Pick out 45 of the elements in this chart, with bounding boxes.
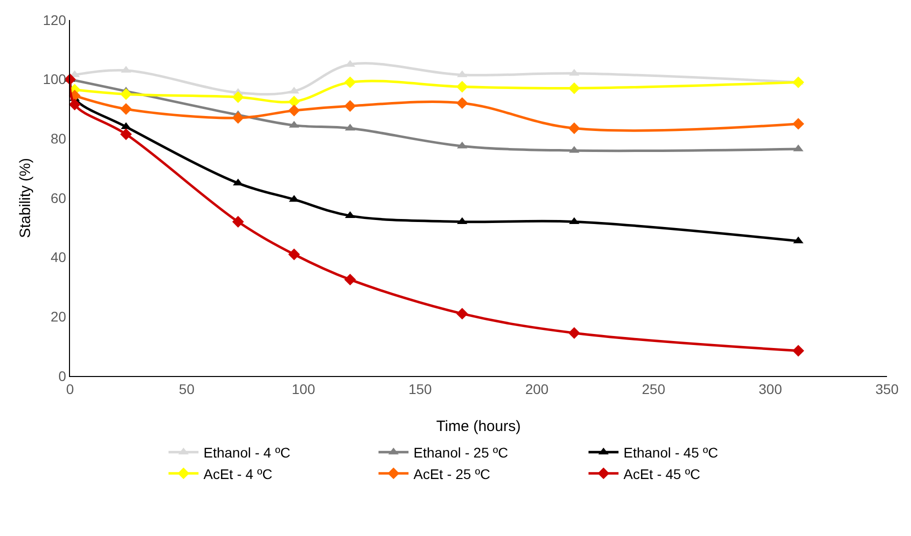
legend-label: Ethanol - 25 ºC	[414, 444, 508, 461]
legend-label: Ethanol - 4 ºC	[204, 444, 290, 461]
x-tick-label: 200	[525, 380, 549, 397]
legend-label: AcEt - 25 ºC	[414, 466, 490, 482]
y-tick-label: 20	[50, 308, 66, 325]
x-tick-label: 350	[875, 380, 899, 397]
point	[456, 308, 468, 320]
point	[792, 118, 804, 130]
point	[232, 91, 244, 103]
x-axis-title: Time (hours)	[436, 418, 521, 435]
point	[456, 80, 468, 93]
point	[232, 112, 244, 124]
point	[568, 327, 580, 339]
point	[792, 76, 804, 88]
x-tick-label: 300	[758, 380, 782, 397]
y-axis-title: Stability (%)	[17, 158, 34, 238]
point	[456, 97, 468, 109]
x-tick-label: 50	[178, 380, 195, 397]
point	[288, 96, 300, 108]
point	[288, 248, 300, 260]
point	[120, 103, 132, 115]
legend-label: AcEt - 45 ºC	[624, 466, 700, 482]
y-tick-label: 60	[50, 190, 66, 206]
y-tick-label: 80	[50, 130, 66, 147]
x-tick-label: 150	[408, 380, 432, 397]
point	[68, 98, 81, 110]
x-tick-label: 100	[292, 380, 316, 397]
legend-label: Ethanol - 45 ºC	[624, 444, 718, 461]
point	[288, 104, 300, 116]
y-tick-label: 0	[58, 368, 66, 384]
legend-label: AcEt - 4 ºC	[204, 466, 272, 482]
y-tick-label: 120	[42, 12, 66, 28]
point	[344, 100, 356, 112]
point	[232, 216, 244, 228]
point	[120, 88, 132, 100]
y-tick-label: 40	[50, 249, 66, 266]
point	[568, 82, 580, 94]
point	[120, 128, 132, 140]
point	[569, 68, 580, 76]
point	[344, 76, 356, 88]
point	[344, 274, 356, 286]
point	[568, 122, 580, 134]
point	[792, 344, 804, 357]
x-tick-label: 250	[642, 380, 666, 397]
y-tick-label: 100	[42, 71, 66, 88]
